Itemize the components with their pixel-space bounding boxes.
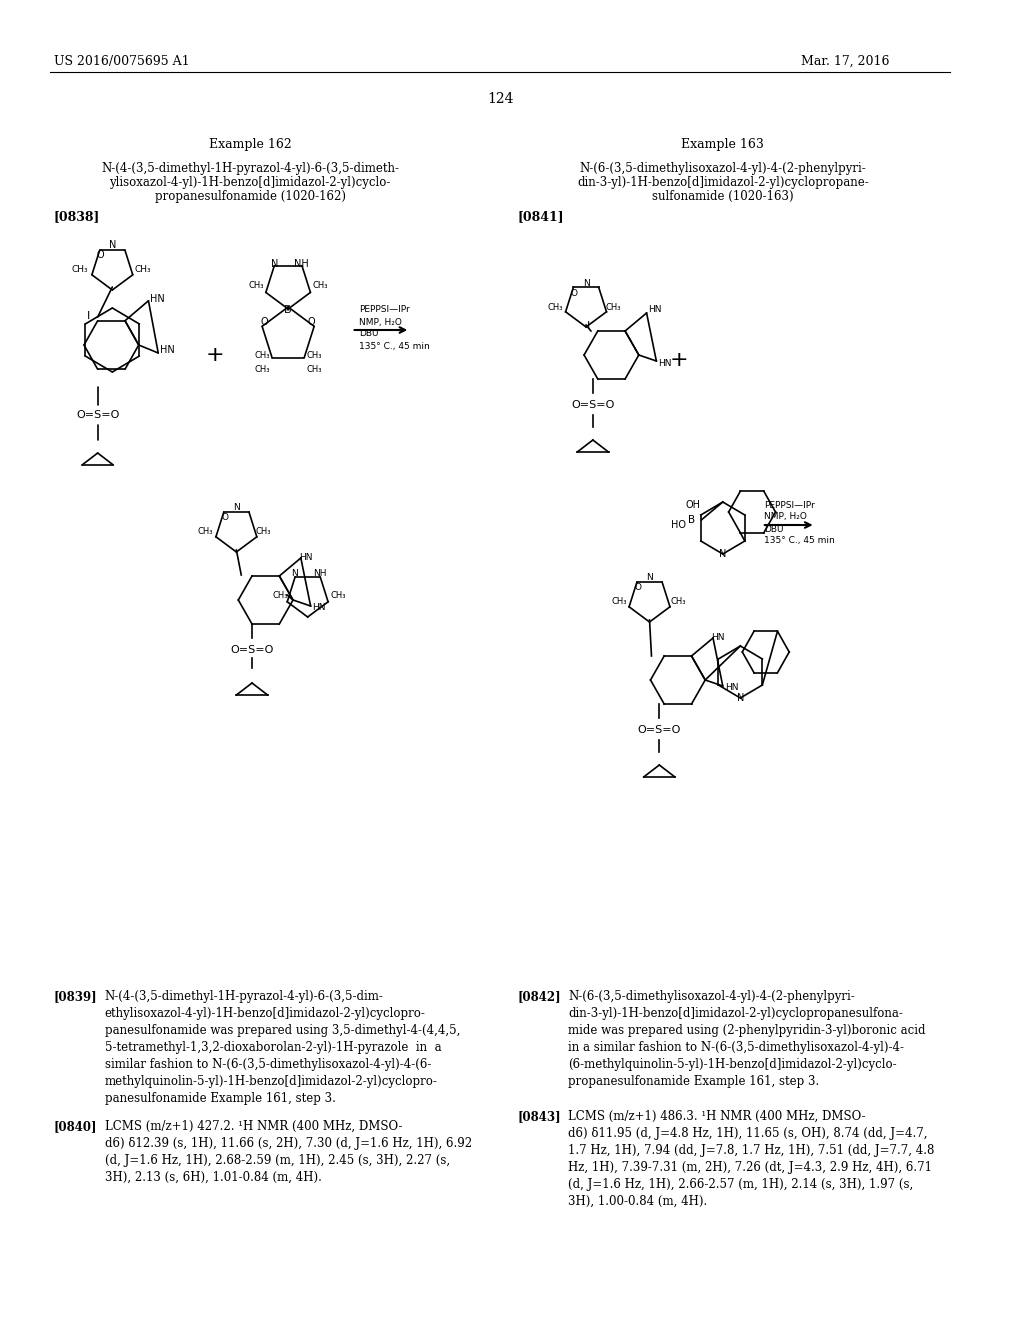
Text: HO: HO (672, 520, 686, 531)
Text: CH₃: CH₃ (135, 265, 152, 275)
Text: N-(4-(3,5-dimethyl-1H-pyrazol-4-yl)-6-(3,5-dimeth-: N-(4-(3,5-dimethyl-1H-pyrazol-4-yl)-6-(3… (101, 162, 399, 176)
Text: CH₃: CH₃ (605, 302, 622, 312)
Text: NH: NH (295, 259, 309, 269)
Text: ylisoxazol-4-yl)-1H-benzo[d]imidazol-2-yl)cyclo-: ylisoxazol-4-yl)-1H-benzo[d]imidazol-2-y… (110, 176, 391, 189)
Text: I: I (87, 310, 90, 321)
Text: O=S=O: O=S=O (230, 645, 273, 655)
Text: CH₃: CH₃ (670, 598, 685, 606)
Text: CH₃: CH₃ (272, 590, 288, 599)
Text: HN: HN (299, 553, 312, 562)
Text: B: B (688, 515, 695, 525)
Text: CH₃: CH₃ (256, 528, 271, 536)
Text: N: N (109, 240, 116, 249)
Text: N: N (736, 693, 744, 704)
Text: HN: HN (648, 305, 663, 314)
Text: N: N (233, 503, 240, 512)
Text: O=S=O: O=S=O (76, 411, 120, 420)
Text: CH₃: CH₃ (611, 598, 627, 606)
Text: O: O (634, 583, 641, 593)
Text: CH₃: CH₃ (198, 528, 213, 536)
Text: Mar. 17, 2016: Mar. 17, 2016 (801, 55, 890, 69)
Text: +: + (670, 350, 688, 370)
Text: N-(6-(3,5-dimethylisoxazol-4-yl)-4-(2-phenylpyri-: N-(6-(3,5-dimethylisoxazol-4-yl)-4-(2-ph… (580, 162, 866, 176)
Text: 135° C., 45 min: 135° C., 45 min (359, 342, 430, 351)
Text: [0840]: [0840] (53, 1119, 97, 1133)
Text: N: N (270, 259, 279, 269)
Text: CH₃: CH₃ (72, 265, 88, 275)
Text: O=S=O: O=S=O (638, 725, 681, 735)
Text: US 2016/0075695 A1: US 2016/0075695 A1 (53, 55, 189, 69)
Text: CH₃: CH₃ (254, 351, 269, 359)
Text: DBU: DBU (359, 330, 379, 338)
Text: O=S=O: O=S=O (571, 400, 614, 411)
Text: HN: HN (711, 634, 725, 643)
Text: I: I (587, 321, 590, 331)
Text: O: O (221, 513, 228, 523)
Text: O: O (97, 249, 104, 260)
Text: CH₃: CH₃ (254, 366, 269, 375)
Text: N-(4-(3,5-dimethyl-1H-pyrazol-4-yl)-6-(3,5-dim-
ethylisoxazol-4-yl)-1H-benzo[d]i: N-(4-(3,5-dimethyl-1H-pyrazol-4-yl)-6-(3… (104, 990, 460, 1105)
Text: CH₃: CH₃ (547, 302, 562, 312)
Text: [0838]: [0838] (53, 210, 100, 223)
Text: [0843]: [0843] (518, 1110, 561, 1123)
Text: LCMS (m/z+1) 486.3. ¹H NMR (400 MHz, DMSO-
d6) δ11.95 (d, J=4.8 Hz, 1H), 11.65 (: LCMS (m/z+1) 486.3. ¹H NMR (400 MHz, DMS… (568, 1110, 935, 1208)
Text: HN: HN (151, 294, 165, 304)
Text: CH₃: CH₃ (307, 351, 323, 359)
Text: B: B (285, 305, 292, 315)
Text: NH: NH (313, 569, 327, 578)
Text: LCMS (m/z+1) 427.2. ¹H NMR (400 MHz, DMSO-
d6) δ12.39 (s, 1H), 11.66 (s, 2H), 7.: LCMS (m/z+1) 427.2. ¹H NMR (400 MHz, DMS… (104, 1119, 472, 1184)
Text: CH₃: CH₃ (307, 366, 323, 375)
Text: 124: 124 (486, 92, 513, 106)
Text: HN: HN (312, 603, 326, 612)
Text: O: O (261, 317, 268, 327)
Text: PEPPSI—IPr: PEPPSI—IPr (359, 305, 411, 314)
Text: CH₃: CH₃ (330, 590, 346, 599)
Text: +: + (206, 345, 224, 366)
Text: NMP, H₂O: NMP, H₂O (764, 512, 807, 521)
Text: Example 163: Example 163 (681, 139, 764, 150)
Text: propanesulfonamide (1020-162): propanesulfonamide (1020-162) (155, 190, 345, 203)
Text: din-3-yl)-1H-benzo[d]imidazol-2-yl)cyclopropane-: din-3-yl)-1H-benzo[d]imidazol-2-yl)cyclo… (577, 176, 868, 189)
Text: HN: HN (725, 684, 738, 693)
Text: OH: OH (686, 500, 701, 510)
Text: HN: HN (658, 359, 672, 367)
Text: O: O (308, 317, 315, 327)
Text: 135° C., 45 min: 135° C., 45 min (764, 536, 835, 545)
Text: [0839]: [0839] (53, 990, 97, 1003)
Text: Example 162: Example 162 (209, 139, 292, 150)
Text: N: N (646, 573, 653, 582)
Text: NMP, H₂O: NMP, H₂O (359, 318, 402, 326)
Text: O: O (570, 289, 578, 297)
Text: sulfonamide (1020-163): sulfonamide (1020-163) (652, 190, 794, 203)
Text: N: N (583, 279, 590, 288)
Text: DBU: DBU (764, 524, 783, 533)
Text: [0841]: [0841] (518, 210, 564, 223)
Text: CH₃: CH₃ (248, 281, 264, 289)
Text: N-(6-(3,5-dimethylisoxazol-4-yl)-4-(2-phenylpyri-
din-3-yl)-1H-benzo[d]imidazol-: N-(6-(3,5-dimethylisoxazol-4-yl)-4-(2-ph… (568, 990, 926, 1088)
Text: [0842]: [0842] (518, 990, 561, 1003)
Text: PEPPSI—IPr: PEPPSI—IPr (764, 500, 814, 510)
Text: HN: HN (160, 345, 175, 355)
Text: N: N (292, 569, 298, 578)
Text: N: N (719, 549, 726, 558)
Text: CH₃: CH₃ (312, 281, 328, 289)
